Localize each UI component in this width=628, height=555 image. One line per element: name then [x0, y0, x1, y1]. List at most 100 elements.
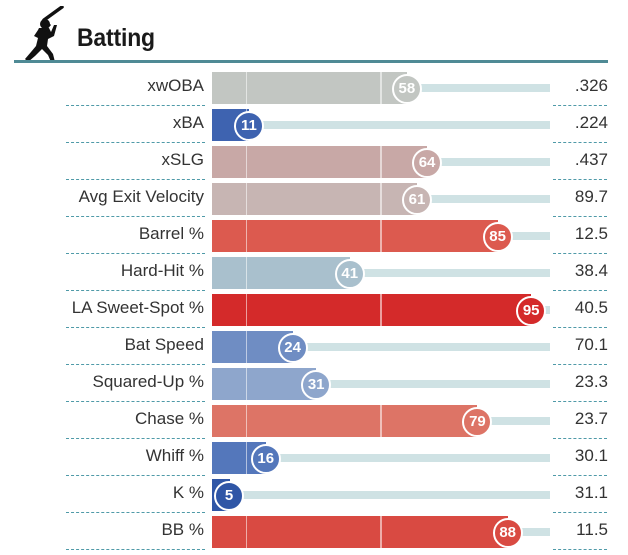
- bar-tick: [245, 220, 248, 252]
- percentile-bar: [212, 294, 532, 326]
- percentile-bar: [212, 516, 508, 548]
- row-divider-right: [553, 105, 607, 106]
- stat-row: Hard-Hit % 41 38.4: [0, 255, 628, 292]
- row-divider-right: [553, 438, 607, 439]
- stat-label: Bat Speed: [124, 335, 204, 354]
- bar-tick: [380, 72, 382, 104]
- stat-row: xwOBA 58 .326: [0, 70, 628, 107]
- row-divider-right: [553, 475, 607, 476]
- percentile-track: [214, 121, 550, 129]
- bar-tick: [380, 183, 382, 215]
- stat-row: K % 5 31.1: [0, 477, 628, 514]
- row-divider-right: [553, 253, 607, 254]
- bar-tick: [380, 220, 382, 252]
- percentile-badge: 5: [214, 481, 244, 511]
- stat-value: 40.5: [574, 298, 608, 317]
- percentile-badge: 11: [233, 111, 264, 141]
- percentile-badge: 88: [492, 518, 523, 548]
- percentile-bar: [212, 183, 417, 215]
- bar-tick: [245, 331, 248, 363]
- percentile-bar: [212, 72, 407, 104]
- stat-value: 23.7: [574, 409, 608, 428]
- percentile-bar: [212, 220, 498, 252]
- stat-row: xBA 11 .224: [0, 107, 628, 144]
- stat-value: 70.1: [574, 335, 608, 354]
- stat-label: LA Sweet-Spot %: [71, 298, 204, 317]
- stat-value: 31.1: [574, 483, 608, 502]
- stat-row: Chase % 79 23.7: [0, 403, 628, 440]
- stat-row: Bat Speed 24 70.1: [0, 329, 628, 366]
- percentile-badge: 64: [412, 148, 443, 178]
- bar-tick: [245, 442, 248, 474]
- stat-label: xwOBA: [147, 76, 204, 95]
- bar-tick: [245, 257, 248, 289]
- percentile-bar: [212, 146, 428, 178]
- row-divider-right: [553, 327, 607, 328]
- bar-tick: [380, 516, 382, 548]
- stat-label: Barrel %: [138, 224, 204, 243]
- row-divider-right: [553, 216, 607, 217]
- stat-value: 38.4: [574, 261, 608, 280]
- stat-value: 30.1: [574, 446, 608, 465]
- stat-label: K %: [172, 483, 204, 502]
- stat-row: Barrel % 85 12.5: [0, 218, 628, 255]
- percentile-badge: 79: [462, 407, 493, 437]
- percentile-badge: 16: [250, 444, 281, 474]
- percentile-badge: 41: [334, 259, 365, 289]
- percentile-badge: 85: [482, 222, 513, 252]
- stat-row: BB % 88 11.5: [0, 514, 628, 551]
- stat-label: xSLG: [161, 150, 204, 169]
- percentile-track: [214, 343, 550, 351]
- row-divider-left: [66, 512, 205, 513]
- row-divider-left: [66, 438, 205, 439]
- percentile-bar: [212, 257, 350, 289]
- row-divider-left: [66, 327, 205, 328]
- row-divider-right: [553, 364, 607, 365]
- stat-label: Whiff %: [145, 446, 204, 465]
- stat-label: Avg Exit Velocity: [78, 187, 204, 206]
- row-divider-left: [66, 401, 205, 402]
- bar-tick: [245, 294, 248, 326]
- stat-value: .326: [574, 76, 608, 95]
- row-divider-left: [66, 142, 205, 143]
- row-divider-right: [553, 142, 607, 143]
- percentile-bar: [212, 405, 478, 437]
- bar-tick: [245, 405, 248, 437]
- stat-row: Avg Exit Velocity 61 89.7: [0, 181, 628, 218]
- bar-tick: [245, 146, 248, 178]
- row-divider-left: [66, 290, 205, 291]
- percentile-badge: 61: [401, 185, 432, 215]
- row-divider-right: [553, 401, 607, 402]
- bar-tick: [380, 146, 382, 178]
- stat-value: 89.7: [574, 187, 608, 206]
- stat-label: xBA: [172, 113, 204, 132]
- percentile-track: [214, 454, 550, 462]
- stat-value: 23.3: [574, 372, 608, 391]
- stat-label: Chase %: [135, 409, 204, 428]
- stat-label: BB %: [161, 520, 204, 539]
- batter-silhouette-icon: [25, 6, 64, 62]
- percentile-track: [214, 380, 550, 388]
- row-divider-left: [66, 216, 205, 217]
- stat-value: 12.5: [574, 224, 608, 243]
- row-divider-left: [66, 105, 205, 106]
- percentile-badge: 95: [516, 296, 547, 326]
- bar-tick: [245, 368, 248, 400]
- row-divider-right: [553, 512, 607, 513]
- row-divider-right: [553, 290, 607, 291]
- stat-row: LA Sweet-Spot % 95 40.5: [0, 292, 628, 329]
- stat-value: .224: [574, 113, 608, 132]
- stat-row: Whiff % 16 30.1: [0, 440, 628, 477]
- percentile-badge: 31: [301, 370, 332, 400]
- stat-value: 11.5: [576, 520, 608, 539]
- bar-tick: [245, 183, 248, 215]
- bar-tick: [245, 516, 248, 548]
- section-title: Batting: [77, 24, 155, 52]
- section-header: Batting: [0, 0, 628, 64]
- stat-row: Squared-Up % 31 23.3: [0, 366, 628, 403]
- percentile-badge: 24: [277, 333, 308, 363]
- row-divider-left: [66, 253, 205, 254]
- stat-value: .437: [574, 150, 608, 169]
- row-divider-left: [66, 549, 205, 550]
